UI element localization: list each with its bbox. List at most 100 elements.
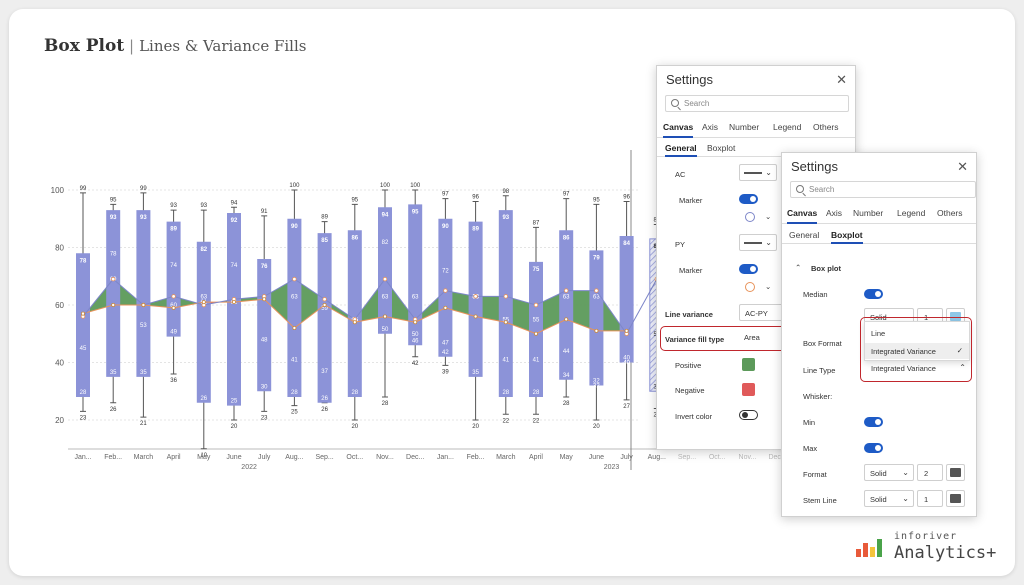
format-color-picker[interactable] — [946, 464, 965, 481]
ac-marker-circle-icon[interactable] — [745, 212, 755, 222]
line-type-label: Line Type — [803, 366, 836, 375]
q3-label: 86 — [351, 235, 358, 241]
py-marker — [594, 328, 599, 333]
search-input[interactable]: Search — [790, 181, 976, 198]
menu-item-integrated-variance[interactable]: Integrated Variance ✓ — [865, 343, 969, 359]
max-label: 95 — [593, 197, 600, 203]
max-toggle[interactable] — [864, 443, 883, 453]
chevron-up-icon[interactable]: ⌃ — [795, 263, 802, 272]
page-title: Box Plot — [44, 36, 125, 56]
x-category-label: April — [529, 454, 543, 461]
max-label: 100 — [380, 183, 391, 189]
subtab-general[interactable]: General — [665, 143, 697, 157]
x-category-label: July — [258, 454, 271, 461]
variance-area — [536, 290, 567, 334]
x-category-label: Sep... — [678, 454, 696, 461]
page-subtitle: Lines & Variance Fills — [129, 37, 306, 55]
logo-text-product: Analytics+ — [894, 543, 997, 563]
py-marker — [564, 317, 569, 322]
max-label: 99 — [80, 186, 87, 192]
close-icon[interactable]: ✕ — [836, 72, 847, 87]
box-rect — [529, 261, 543, 397]
py-line-style-dropdown[interactable]: ⌄ — [739, 234, 777, 251]
q3-label: 94 — [382, 212, 389, 218]
x-category-label: March — [134, 454, 154, 461]
line-type-menu: Line Integrated Variance ✓ — [864, 321, 970, 361]
chevron-down-icon[interactable]: ⌄ — [765, 212, 772, 221]
close-icon[interactable]: ✕ — [957, 159, 968, 174]
max-label: 100 — [289, 183, 300, 189]
chevron-down-icon: ⌄ — [765, 238, 772, 247]
max-label: 91 — [261, 209, 268, 215]
subtab-boxplot[interactable]: Boxplot — [831, 230, 863, 244]
q1-label: 34 — [563, 373, 570, 379]
max-label: 96 — [472, 195, 479, 201]
ac-marker — [473, 294, 478, 299]
stem-style-dropdown[interactable]: Solid ⌄ — [864, 490, 914, 507]
line-type-highlight — [860, 317, 972, 382]
stem-width-input[interactable]: 1 — [917, 490, 943, 507]
format-label: Format — [803, 470, 827, 479]
q1-label: 35 — [140, 370, 147, 376]
y-tick-label: 100 — [51, 186, 65, 195]
tab-number[interactable]: Number — [729, 122, 760, 132]
menu-item-line[interactable]: Line — [871, 329, 886, 338]
q1-label: 42 — [442, 350, 449, 356]
box-rect — [408, 204, 423, 346]
min-toggle[interactable] — [864, 417, 883, 427]
box-rect — [559, 230, 574, 380]
tab-canvas[interactable]: Canvas — [787, 208, 818, 224]
box-rect — [76, 253, 90, 397]
x-category-label: Nov... — [376, 454, 394, 461]
tab-legend[interactable]: Legend — [897, 208, 926, 218]
invert-color-toggle[interactable] — [739, 410, 758, 420]
search-input[interactable]: Search — [665, 95, 849, 112]
ac-marker — [443, 288, 448, 293]
x-category-label: May — [197, 454, 211, 461]
invert-color-label: Invert color — [675, 412, 713, 421]
positive-color-swatch[interactable] — [742, 358, 755, 371]
py-marker — [352, 320, 357, 325]
tab-others[interactable]: Others — [813, 122, 839, 132]
tab-number[interactable]: Number — [853, 208, 884, 218]
chevron-down-icon[interactable]: ⌄ — [765, 282, 772, 291]
whisker-label: Whisker: — [803, 392, 833, 401]
py-marker — [141, 302, 146, 307]
tab-legend[interactable]: Legend — [773, 122, 802, 132]
median-toggle[interactable] — [864, 289, 883, 299]
ac-label: AC — [675, 170, 686, 179]
subtab-boxplot[interactable]: Boxplot — [707, 143, 736, 153]
chevron-down-icon: ⌄ — [902, 468, 909, 477]
variance-area — [143, 296, 174, 308]
x-category-label: Oct... — [709, 454, 726, 461]
ac-line — [82, 278, 658, 335]
box-plot-section-label: Box plot — [811, 264, 841, 273]
py-marker-toggle[interactable] — [739, 264, 758, 274]
box-rect — [196, 241, 211, 403]
ac-marker-toggle[interactable] — [739, 194, 758, 204]
stem-color-picker[interactable] — [946, 490, 965, 507]
tab-canvas[interactable]: Canvas — [663, 122, 694, 138]
box-rect — [498, 210, 513, 397]
py-marker — [534, 331, 539, 336]
tab-axis[interactable]: Axis — [826, 208, 843, 218]
max-label: Max — [803, 444, 818, 453]
ac-line-style-dropdown[interactable]: ⌄ — [739, 164, 777, 181]
format-style-dropdown[interactable]: Solid ⌄ — [864, 464, 914, 481]
q3-label: 85 — [321, 238, 328, 244]
negative-color-swatch[interactable] — [742, 383, 755, 396]
settings-panel-boxplot: Settings ✕ Search Canvas Axis Number Leg… — [781, 152, 977, 517]
line-type-dropdown[interactable]: Integrated Variance ⌃ — [866, 360, 970, 377]
py-marker — [473, 314, 478, 319]
q1-label: 32 — [593, 379, 600, 385]
format-width-input[interactable]: 2 — [917, 464, 943, 481]
tab-others[interactable]: Others — [937, 208, 963, 218]
median-label: 41 — [533, 358, 540, 364]
tab-axis[interactable]: Axis — [702, 122, 719, 132]
variance-area — [294, 279, 325, 328]
ac-marker — [564, 288, 569, 293]
subtab-general[interactable]: General — [789, 230, 820, 240]
py-marker-circle-icon[interactable] — [745, 282, 755, 292]
settings-title: Settings — [666, 72, 713, 87]
upper-label: 55 — [533, 317, 540, 323]
